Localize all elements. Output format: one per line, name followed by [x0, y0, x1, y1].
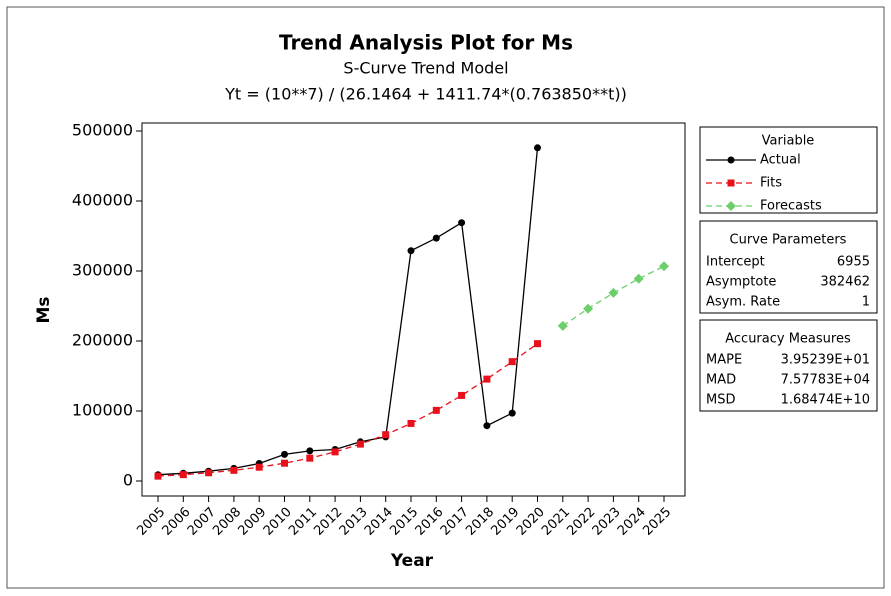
table-value: 1.68474E+10 — [781, 393, 870, 408]
table-value: 6955 — [837, 255, 870, 270]
table-key: Asym. Rate — [706, 295, 780, 310]
point — [458, 219, 466, 227]
point — [483, 422, 491, 430]
legend-label: Actual — [760, 153, 801, 168]
chart-subtitle: S-Curve Trend Model — [343, 59, 508, 78]
point — [483, 375, 491, 383]
legend-label: Forecasts — [760, 199, 822, 214]
point — [230, 466, 238, 474]
point — [407, 247, 415, 255]
y-tick-label: 400000 — [72, 191, 133, 210]
legend-marker — [726, 201, 736, 211]
point — [179, 471, 187, 479]
legend-marker — [727, 179, 735, 187]
point — [281, 450, 288, 458]
y-tick-label: 0 — [123, 471, 133, 490]
point — [154, 472, 162, 480]
point — [432, 406, 440, 414]
accuracy-box — [699, 319, 878, 412]
series-line — [157, 147, 539, 476]
table-key: Intercept — [706, 255, 765, 270]
series-line — [157, 343, 538, 477]
point — [306, 454, 314, 462]
point — [633, 273, 644, 284]
point — [255, 463, 263, 471]
point — [432, 234, 440, 242]
point — [557, 320, 568, 331]
parameters-box — [699, 220, 878, 314]
point — [205, 469, 213, 477]
legend-box — [699, 126, 878, 214]
y-tick-label: 200000 — [72, 331, 133, 350]
plot-area — [141, 122, 686, 497]
point — [534, 340, 541, 348]
equation: Yt = (10**7) / (26.1464 + 1411.74*(0.763… — [224, 85, 627, 104]
table-value: 382462 — [820, 275, 870, 290]
point — [508, 409, 516, 417]
point — [508, 358, 516, 366]
point — [331, 448, 339, 456]
table-value: 3.95239E+01 — [781, 353, 870, 368]
table-value: 7.57783E+04 — [781, 373, 870, 388]
parameters-title: Curve Parameters — [730, 233, 847, 248]
chart-title: Trend Analysis Plot for Ms — [279, 31, 573, 55]
y-tick-label: 300000 — [72, 261, 133, 280]
point — [458, 391, 466, 399]
legend-marker — [727, 156, 735, 164]
point — [534, 144, 541, 152]
accuracy-title: Accuracy Measures — [725, 332, 851, 347]
x-axis-label: Year — [390, 551, 434, 571]
table-value: 1 — [862, 295, 870, 310]
point — [306, 447, 314, 455]
legend-label: Fits — [760, 176, 782, 191]
table-key: MAD — [706, 373, 736, 388]
point — [608, 287, 619, 298]
legend-title: Variable — [762, 134, 815, 149]
point — [583, 303, 594, 314]
point — [382, 431, 390, 439]
y-axis-label: Ms — [34, 296, 54, 323]
table-key: Asymptote — [706, 275, 776, 290]
point — [659, 261, 669, 272]
table-key: MAPE — [706, 353, 742, 368]
point — [356, 440, 364, 448]
y-tick-label: 500000 — [72, 121, 133, 140]
table-key: MSD — [706, 393, 735, 408]
y-tick-label: 100000 — [72, 401, 133, 420]
point — [407, 419, 415, 427]
point — [281, 459, 288, 467]
